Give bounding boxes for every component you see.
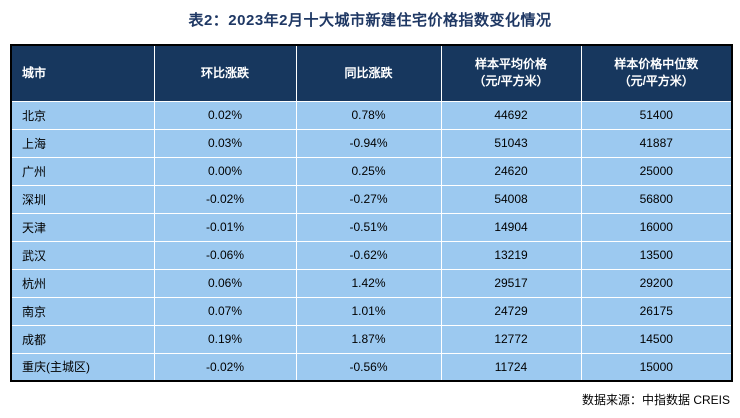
yoy-cell: 0.78% [295, 100, 442, 130]
avg-price-cell: 24729 [440, 296, 582, 326]
table-title: 表2：2023年2月十大城市新建住宅价格指数变化情况 [188, 12, 552, 29]
mom-cell: -0.02% [153, 184, 297, 214]
col-header-city: 城市 [10, 44, 155, 102]
col-header-median-price-line1: 样本价格中位数 [614, 56, 699, 71]
mom-cell: 0.03% [153, 128, 297, 158]
median-price-cell: 15000 [580, 352, 733, 382]
yoy-cell: 1.42% [295, 268, 442, 298]
city-cell: 重庆(主城区) [10, 352, 155, 382]
avg-price-cell: 54008 [440, 184, 582, 214]
city-cell: 天津 [10, 212, 155, 242]
mom-cell: 0.00% [153, 156, 297, 186]
col-header-mom-change: 环比涨跌 [153, 44, 297, 102]
city-cell: 南京 [10, 296, 155, 326]
mom-cell: 0.19% [153, 324, 297, 354]
avg-price-cell: 11724 [440, 352, 582, 382]
col-header-avg-price-line1: 样本平均价格 [474, 56, 547, 71]
yoy-cell: 1.01% [295, 296, 442, 326]
col-header-avg-price: 样本平均价格 （元/平方米） [440, 44, 582, 102]
col-header-avg-price-line2: （元/平方米） [473, 74, 549, 89]
mom-cell: -0.06% [153, 240, 297, 270]
yoy-cell: -0.56% [295, 352, 442, 382]
col-header-city-label: 城市 [22, 65, 47, 80]
mom-cell: 0.07% [153, 296, 297, 326]
city-cell: 深圳 [10, 184, 155, 214]
table-header-row: 城市 环比涨跌 同比涨跌 样本平均价格 （元/平方米） 样本价格中位数 （元/平… [10, 44, 733, 102]
median-price-cell: 25000 [580, 156, 733, 186]
yoy-cell: -0.51% [295, 212, 442, 242]
yoy-cell: -0.27% [295, 184, 442, 214]
table-row: 南京 0.07% 1.01% 24729 26175 [10, 296, 733, 326]
city-cell: 上海 [10, 128, 155, 158]
yoy-cell: 0.25% [295, 156, 442, 186]
table-row: 成都 0.19% 1.87% 12772 14500 [10, 324, 733, 354]
median-price-cell: 41887 [580, 128, 733, 158]
col-header-median-price-line2: （元/平方米） [618, 74, 694, 89]
yoy-cell: -0.62% [295, 240, 442, 270]
table-row: 北京 0.02% 0.78% 44692 51400 [10, 100, 733, 130]
table-row: 广州 0.00% 0.25% 24620 25000 [10, 156, 733, 186]
yoy-cell: 1.87% [295, 324, 442, 354]
city-cell: 成都 [10, 324, 155, 354]
median-price-cell: 29200 [580, 268, 733, 298]
table-row: 深圳 -0.02% -0.27% 54008 56800 [10, 184, 733, 214]
col-header-median-price: 样本价格中位数 （元/平方米） [580, 44, 733, 102]
col-header-yoy-change: 同比涨跌 [295, 44, 442, 102]
avg-price-cell: 29517 [440, 268, 582, 298]
col-header-mom-label: 环比涨跌 [200, 65, 249, 80]
median-price-cell: 13500 [580, 240, 733, 270]
mom-cell: -0.02% [153, 352, 297, 382]
avg-price-cell: 44692 [440, 100, 582, 130]
mom-cell: -0.01% [153, 212, 297, 242]
avg-price-cell: 13219 [440, 240, 582, 270]
avg-price-cell: 24620 [440, 156, 582, 186]
median-price-cell: 56800 [580, 184, 733, 214]
table-row: 武汉 -0.06% -0.62% 13219 13500 [10, 240, 733, 270]
table-row: 天津 -0.01% -0.51% 14904 16000 [10, 212, 733, 242]
col-header-yoy-label: 同比涨跌 [344, 65, 393, 80]
city-cell: 杭州 [10, 268, 155, 298]
avg-price-cell: 14904 [440, 212, 582, 242]
city-cell: 广州 [10, 156, 155, 186]
median-price-cell: 26175 [580, 296, 733, 326]
avg-price-cell: 12772 [440, 324, 582, 354]
data-source-note: 数据来源：中指数据 CREIS [581, 393, 730, 407]
avg-price-cell: 51043 [440, 128, 582, 158]
median-price-cell: 16000 [580, 212, 733, 242]
price-index-table: 城市 环比涨跌 同比涨跌 样本平均价格 （元/平方米） 样本价格中位数 （元/平… [10, 44, 733, 382]
city-cell: 北京 [10, 100, 155, 130]
median-price-cell: 51400 [580, 100, 733, 130]
mom-cell: 0.06% [153, 268, 297, 298]
city-cell: 武汉 [10, 240, 155, 270]
table-row: 上海 0.03% -0.94% 51043 41887 [10, 128, 733, 158]
table-row: 重庆(主城区) -0.02% -0.56% 11724 15000 [10, 352, 733, 382]
mom-cell: 0.02% [153, 100, 297, 130]
yoy-cell: -0.94% [295, 128, 442, 158]
median-price-cell: 14500 [580, 324, 733, 354]
table-row: 杭州 0.06% 1.42% 29517 29200 [10, 268, 733, 298]
